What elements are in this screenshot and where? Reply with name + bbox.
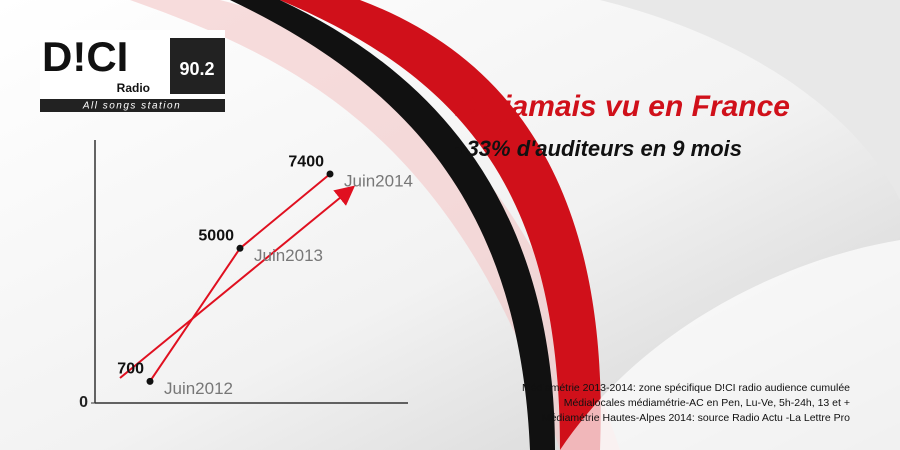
logo: D!CI Radio 90.2 All songs station [40,30,225,112]
category-label: Juin2013 [254,246,323,265]
category-label: Juin2012 [164,379,233,398]
category-label: Juin2014 [344,172,413,191]
frequency-box [170,38,225,94]
chart-subtitle: +33% d'auditeurs en 9 mois [454,136,742,161]
source-note: Médialocales médiamétrie-AC en Pen, Lu-V… [564,397,850,409]
source-note: Médiamétrie 2013-2014: zone spécifique D… [522,382,850,394]
source-note: Médiamétrie Hautes-Alpes 2014: source Ra… [542,412,850,424]
swoosh [280,0,601,450]
data-point [146,377,154,385]
logo-frequency: 90.2 [179,59,214,79]
value-label: 7400 [288,153,324,170]
slogan-bar [40,99,225,112]
logo-sub: Radio [117,81,150,95]
swoosh [230,0,555,450]
swoosh [560,240,900,450]
logo-slogan: All songs station [82,101,181,112]
value-label: 5000 [198,228,234,245]
chart-title: Du jamais vu en France [455,90,790,123]
y-tick-label: 0 [79,394,88,411]
data-point [326,170,334,178]
swoosh [600,0,900,200]
data-point [236,244,244,252]
value-label: 700 [117,361,144,378]
logo-name: D!CI [42,33,128,80]
trend-arrow [119,185,356,379]
